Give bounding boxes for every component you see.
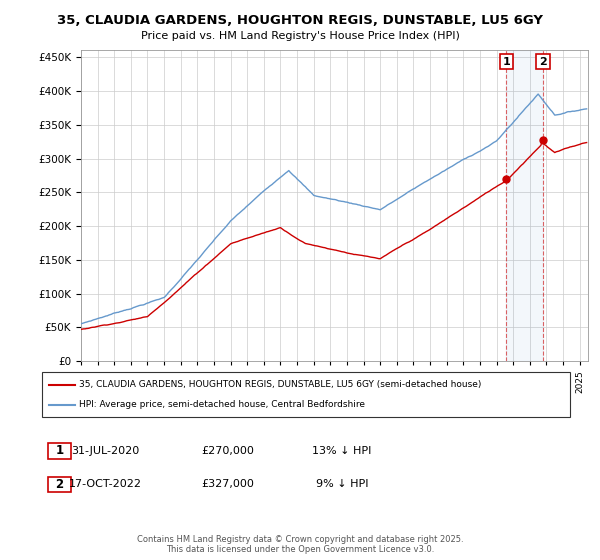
Text: 17-OCT-2022: 17-OCT-2022 xyxy=(68,479,142,489)
Bar xyxy=(536,54,550,69)
Text: 31-JUL-2020: 31-JUL-2020 xyxy=(71,446,139,456)
Text: £327,000: £327,000 xyxy=(202,479,254,489)
Bar xyxy=(506,50,543,361)
Bar xyxy=(500,54,513,69)
Text: 1: 1 xyxy=(55,444,64,458)
Text: 35, CLAUDIA GARDENS, HOUGHTON REGIS, DUNSTABLE, LU5 6GY: 35, CLAUDIA GARDENS, HOUGHTON REGIS, DUN… xyxy=(57,14,543,27)
Text: 1: 1 xyxy=(502,57,510,67)
Text: HPI: Average price, semi-detached house, Central Bedfordshire: HPI: Average price, semi-detached house,… xyxy=(79,400,365,409)
Text: 2: 2 xyxy=(55,478,64,491)
Text: 9% ↓ HPI: 9% ↓ HPI xyxy=(316,479,368,489)
Text: Contains HM Land Registry data © Crown copyright and database right 2025.
This d: Contains HM Land Registry data © Crown c… xyxy=(137,535,463,554)
Text: 2: 2 xyxy=(539,57,547,67)
Text: 35, CLAUDIA GARDENS, HOUGHTON REGIS, DUNSTABLE, LU5 6GY (semi-detached house): 35, CLAUDIA GARDENS, HOUGHTON REGIS, DUN… xyxy=(79,380,482,389)
Text: 13% ↓ HPI: 13% ↓ HPI xyxy=(313,446,371,456)
Text: Price paid vs. HM Land Registry's House Price Index (HPI): Price paid vs. HM Land Registry's House … xyxy=(140,31,460,41)
Text: £270,000: £270,000 xyxy=(202,446,254,456)
